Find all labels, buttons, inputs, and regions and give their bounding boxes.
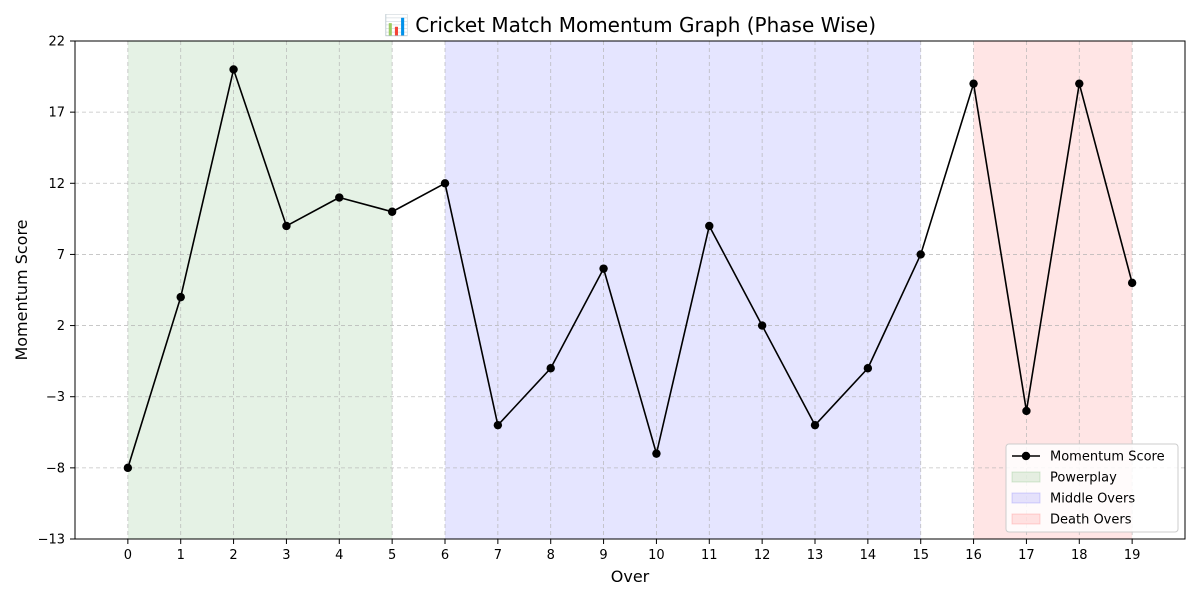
data-point — [493, 420, 503, 430]
data-point — [916, 250, 925, 259]
x-tick-label: 9 — [599, 548, 607, 563]
x-tick-label: 13 — [807, 548, 824, 563]
x-tick-label: 2 — [229, 548, 237, 563]
data-point — [123, 463, 133, 473]
data-point — [1022, 406, 1031, 416]
y-tick-label: 22 — [48, 35, 65, 50]
legend-marker-momentum-score — [1021, 451, 1031, 461]
y-tick-label: −3 — [46, 390, 65, 405]
x-tick-label: 5 — [388, 548, 396, 563]
x-tick-label: 6 — [441, 548, 449, 563]
chart-title: 📊 Cricket Match Momentum Graph (Phase Wi… — [384, 13, 876, 37]
x-tick-label: 1 — [177, 548, 185, 563]
data-point — [810, 420, 820, 430]
x-tick-label: 4 — [335, 548, 343, 563]
data-point — [440, 179, 450, 188]
x-tick-label: 19 — [1124, 548, 1141, 563]
legend-swatch-death-overs — [1011, 513, 1041, 525]
phase-band-powerplay — [127, 41, 393, 539]
y-tick-label: −13 — [38, 533, 65, 548]
y-tick-label: 17 — [48, 106, 65, 121]
legend-label-middle-overs: Middle Overs — [1050, 492, 1135, 507]
x-tick-label: 3 — [282, 548, 290, 563]
x-tick-label: 15 — [912, 548, 929, 563]
x-tick-label: 8 — [547, 548, 555, 563]
data-point — [705, 221, 714, 231]
x-tick-label: 14 — [860, 548, 877, 563]
y-tick-label: −8 — [46, 461, 65, 476]
x-tick-label: 0 — [124, 548, 132, 563]
data-point — [282, 221, 291, 231]
data-point — [1127, 278, 1137, 288]
y-tick-label: 12 — [48, 177, 65, 192]
data-point — [335, 193, 344, 202]
data-point — [599, 264, 608, 273]
data-point — [863, 364, 873, 373]
data-point — [546, 364, 555, 373]
data-point — [229, 65, 238, 74]
legend-box — [1005, 443, 1179, 533]
x-tick-label: 16 — [965, 548, 982, 563]
data-point — [387, 207, 397, 216]
y-tick-label: 2 — [57, 319, 65, 334]
x-tick-label: 10 — [648, 548, 665, 563]
legend-label-momentum-score: Momentum Score — [1050, 450, 1165, 465]
y-tick-label: 7 — [57, 248, 65, 263]
x-tick-label: 12 — [754, 548, 771, 563]
phase-band-middle-overs — [445, 41, 921, 539]
plot-frame — [74, 40, 1186, 540]
data-point — [757, 321, 767, 330]
x-tick-label: 7 — [494, 548, 502, 563]
data-point — [652, 449, 661, 458]
data-point — [969, 79, 978, 88]
legend-label-powerplay: Powerplay — [1050, 471, 1117, 486]
series-line-momentum-score — [127, 68, 1133, 469]
legend-swatch-middle-overs — [1011, 492, 1041, 504]
legend-swatch-powerplay — [1011, 471, 1041, 483]
x-tick-label: 18 — [1071, 548, 1088, 563]
data-point — [176, 292, 185, 302]
legend-label-death-overs: Death Overs — [1050, 513, 1132, 528]
x-axis-label: Over — [611, 567, 650, 586]
legend: Momentum Score Powerplay Middle Overs Death… — [1005, 443, 1179, 533]
y-axis-label: Momentum Score — [12, 219, 31, 360]
data-point — [1075, 79, 1084, 88]
x-tick-label: 17 — [1018, 548, 1035, 563]
x-tick-label: 11 — [701, 548, 718, 563]
